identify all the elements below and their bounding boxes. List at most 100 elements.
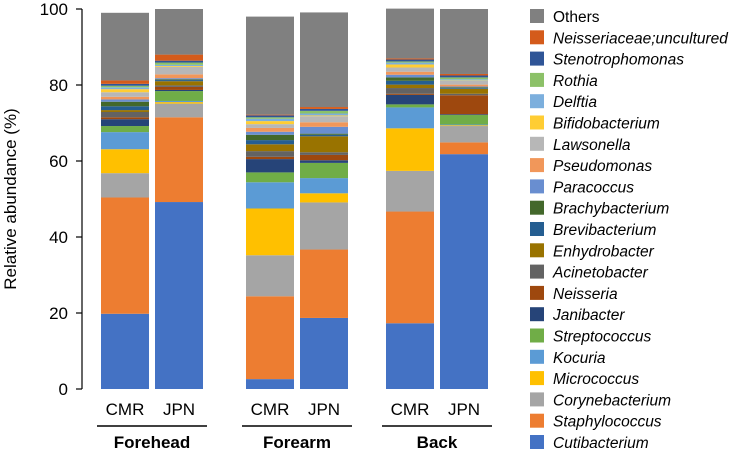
bar-segment — [155, 66, 203, 75]
bar-segment — [155, 100, 203, 103]
legend-swatch — [530, 115, 544, 130]
bar-segment — [155, 91, 203, 101]
legend-swatch — [530, 435, 544, 449]
bar-segment — [386, 107, 434, 129]
bar-segment — [101, 132, 149, 150]
legend-swatch — [530, 179, 544, 194]
legend-item: Janibacter — [530, 307, 625, 324]
bar-segment — [101, 101, 149, 107]
bar-column — [386, 8, 434, 389]
bar-segment — [386, 104, 434, 108]
group-label: Forehead — [114, 433, 191, 450]
bar-segment — [440, 142, 488, 155]
legend-label: Paracoccus — [553, 179, 634, 196]
bar-segment — [155, 102, 203, 104]
bar-segment — [386, 170, 434, 212]
legend-swatch — [530, 51, 544, 66]
legend-swatch — [530, 371, 544, 386]
group-label: Back — [417, 433, 458, 450]
bar-column — [155, 9, 203, 389]
legend-item: Neisseriaceae;uncultured — [530, 30, 729, 47]
bar-segment — [386, 58, 434, 60]
bar-segment — [246, 296, 294, 380]
bar-segment — [440, 115, 488, 125]
bar-segment — [246, 134, 294, 141]
bar-segment — [246, 182, 294, 209]
y-tick-label: 40 — [49, 228, 68, 247]
bar-segment — [386, 67, 434, 72]
legend-label: Brachybacterium — [553, 201, 669, 218]
legend-swatch — [530, 392, 544, 407]
legend-item: Pseudomonas — [530, 158, 652, 175]
bar-segment — [300, 249, 348, 318]
y-axis-ticks: 0 20 40 60 80 100 — [40, 0, 82, 399]
x-tick-label: JPN — [163, 400, 195, 419]
legend-label: Neisseriaceae;uncultured — [553, 30, 729, 47]
bar-segment — [386, 323, 434, 389]
legend-item: Acinetobacter — [530, 264, 649, 282]
bar-segment — [300, 113, 348, 116]
group-labels: Forehead Forearm Back — [97, 425, 492, 450]
legend-swatch — [530, 413, 544, 428]
bar-column — [101, 12, 149, 389]
bar-segment — [300, 152, 348, 155]
x-tick-label: CMR — [251, 400, 290, 419]
bar-segment — [300, 134, 348, 137]
bar-segment — [101, 111, 149, 118]
bar-segment — [246, 127, 294, 132]
bar-segment — [155, 74, 203, 79]
bar-segment — [101, 313, 149, 389]
legend-item: Kocuria — [530, 349, 606, 367]
bar-segment — [300, 162, 348, 179]
bar-segment — [246, 172, 294, 183]
y-tick-label: 80 — [49, 76, 68, 95]
bar-segment — [440, 154, 488, 389]
bar-segment — [386, 62, 434, 65]
bar-segment — [386, 93, 434, 95]
bar-segment — [155, 117, 203, 203]
bar-segment — [440, 79, 488, 81]
legend-swatch — [530, 72, 544, 87]
bar-segment — [101, 106, 149, 111]
bar-segment — [300, 107, 348, 109]
legend-label: Streptococcus — [553, 329, 651, 346]
bar-segment — [300, 193, 348, 203]
legend-label: Janibacter — [552, 307, 625, 324]
bar-segment — [440, 86, 488, 88]
bar-segment — [386, 211, 434, 324]
legend-label: Cutibacterium — [553, 435, 649, 450]
bar-segment — [246, 144, 294, 152]
bar-segment — [155, 80, 203, 82]
legend-swatch — [530, 285, 544, 300]
legend-label: Pseudomonas — [553, 158, 652, 175]
legend-item: Others — [530, 9, 600, 26]
bar-segment — [246, 255, 294, 297]
bar-segment — [101, 12, 149, 81]
bar-segment — [386, 8, 434, 59]
x-axis-labels: CMR JPN CMR JPN CMR JPN — [106, 400, 480, 419]
bar-segment — [101, 83, 149, 86]
bar-segment — [101, 126, 149, 133]
legend-item: Paracoccus — [530, 179, 634, 196]
bar-segment — [155, 78, 203, 80]
x-tick-label: JPN — [448, 400, 480, 419]
bar-segment — [300, 108, 348, 111]
legend-item: Cutibacterium — [530, 435, 649, 450]
bar-segment — [440, 95, 488, 115]
bar-segment — [155, 202, 203, 389]
legend-item: Staphylococcus — [530, 413, 662, 431]
legend-item: Brevibacterium — [530, 222, 656, 239]
legend-label: Staphylococcus — [553, 414, 662, 431]
bar-segment — [155, 60, 203, 63]
bar-segment — [155, 64, 203, 66]
bar-segment — [300, 160, 348, 163]
bar-segment — [246, 379, 294, 389]
bar-column — [246, 16, 294, 389]
bar-segment — [440, 75, 488, 78]
bar-segment — [440, 114, 488, 116]
bar-segment — [386, 71, 434, 75]
bar-segment — [386, 77, 434, 81]
bar-segment — [440, 9, 488, 74]
bar-segment — [246, 140, 294, 145]
legend-label: Micrococcus — [553, 371, 639, 388]
